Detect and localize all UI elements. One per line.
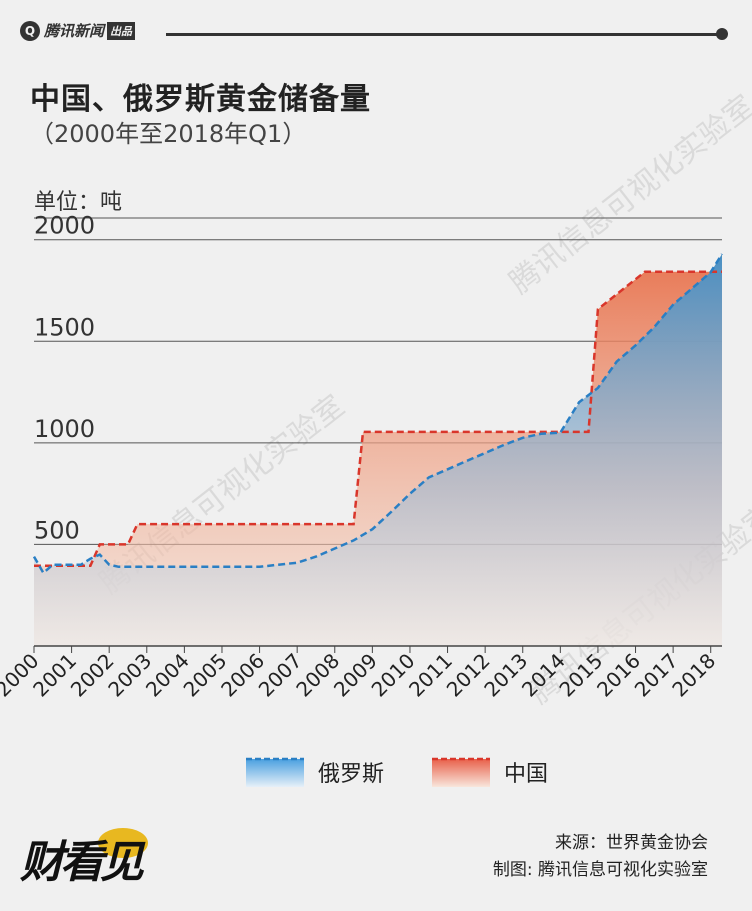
logo-tag: 出品 <box>107 21 136 40</box>
series-line-russia <box>32 253 724 575</box>
y-tick-label: 1500 <box>34 313 95 341</box>
logo-text: 腾讯新闻 <box>44 22 105 40</box>
chart-subtitle: （2000年至2018年Q1） <box>30 120 307 148</box>
x-tick-label: 2001 <box>28 649 81 702</box>
x-tick-label: 2012 <box>442 649 495 702</box>
x-tick-label: 2018 <box>667 649 720 702</box>
x-tick-label: 2007 <box>254 649 307 702</box>
x-tick-label: 2009 <box>329 649 382 702</box>
y-tick-label: 2000 <box>34 212 95 240</box>
x-tick-label: 2016 <box>592 649 645 702</box>
brand-ball-icon <box>98 828 148 858</box>
header: Q 腾讯新闻 出品 <box>20 18 732 48</box>
legend-swatch-china <box>432 757 490 787</box>
credit-line: 制图: 腾讯信息可视化实验室 <box>492 860 708 880</box>
chart-title: 中国、俄罗斯黄金储备量 <box>30 82 371 117</box>
legend-label-china: 中国 <box>504 762 549 787</box>
x-tick-label: 2014 <box>517 649 570 702</box>
header-dot <box>716 28 728 40</box>
x-tick-label: 2011 <box>404 649 457 702</box>
legend-label-russia: 俄罗斯 <box>318 762 385 787</box>
unit-label: 单位：吨 <box>34 190 123 215</box>
x-tick-label: 2008 <box>291 649 344 702</box>
tencent-news-logo-icon: Q <box>20 20 40 41</box>
x-tick-label: 2006 <box>216 649 269 702</box>
x-tick-label: 2017 <box>630 649 683 702</box>
y-tick-label: 1000 <box>34 415 95 443</box>
series-line-china <box>34 270 722 568</box>
legend-item-china: 中国 <box>432 756 548 788</box>
x-tick-label: 2015 <box>555 649 608 702</box>
source-line: 来源：世界黄金协会 <box>555 833 708 853</box>
x-tick-label: 2003 <box>103 649 156 702</box>
source-block: 来源：世界黄金协会 制图: 腾讯信息可视化实验室 <box>493 830 708 884</box>
x-tick-label: 2013 <box>479 649 532 702</box>
logo: Q 腾讯新闻 出品 <box>20 20 136 41</box>
x-tick-label: 2002 <box>66 649 119 702</box>
brand-logo: 财看见 <box>20 837 144 888</box>
legend-swatch-russia <box>246 757 304 787</box>
x-tick-label: 2005 <box>179 649 232 702</box>
series-area-russia <box>34 254 722 646</box>
legend-item-russia: 俄罗斯 <box>246 756 384 788</box>
y-tick-label: 500 <box>34 516 80 544</box>
header-divider <box>166 33 722 36</box>
x-tick-label: 2010 <box>367 649 420 702</box>
x-tick-label: 2004 <box>141 649 194 702</box>
